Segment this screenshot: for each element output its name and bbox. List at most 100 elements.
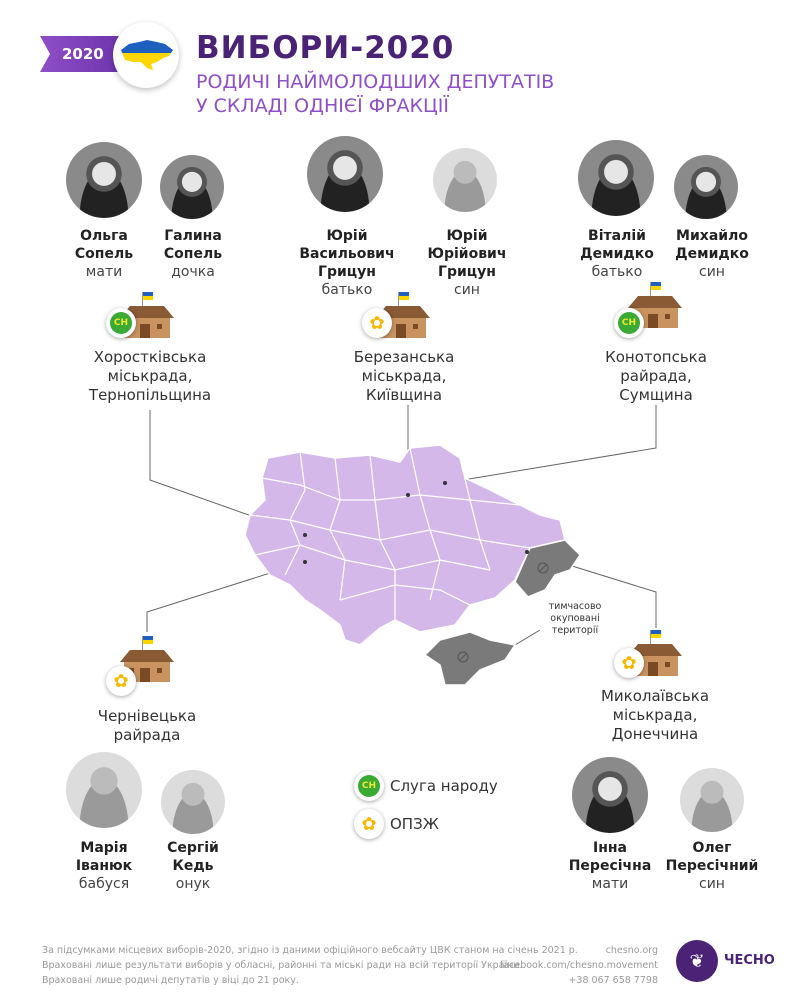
avatar-placeholder xyxy=(66,752,142,828)
council-line: райрада, xyxy=(620,367,692,385)
council-label: Березанська міськрада, Київщина xyxy=(314,348,494,405)
sluha-badge-icon: СН xyxy=(614,308,644,338)
person-name: Юрій xyxy=(446,228,488,244)
subtitle-line-1: РОДИЧІ НАЙМОЛОДШИХ ДЕПУТАТІВ xyxy=(196,71,555,93)
person-card: Марія Іванюк бабуся xyxy=(44,839,164,893)
footer-contacts: chesno.org facebook.com/chesno.movement … xyxy=(500,943,658,988)
avatar xyxy=(307,136,383,212)
council-line: Сумщина xyxy=(619,386,693,404)
person-name: Марія xyxy=(80,840,128,856)
person-name: Пересічна xyxy=(568,858,652,874)
person-role: син xyxy=(699,876,725,892)
person-name: Васильович xyxy=(299,246,395,262)
person-role: батько xyxy=(321,282,373,298)
person-card: Юрій Васильович Грицун батько xyxy=(287,227,407,299)
footer-notes: За підсумками місцевих виборів-2020, згі… xyxy=(42,943,578,988)
location-dots xyxy=(303,481,529,564)
council-line: Хоростківська xyxy=(93,348,207,366)
connector-occupied xyxy=(514,629,541,646)
person-name: Пересічний xyxy=(665,858,759,874)
person-card: Інна Пересічна мати xyxy=(550,839,670,893)
person-name: Грицун xyxy=(318,264,376,280)
person-name: Віталій xyxy=(588,228,646,244)
person-name: Галина xyxy=(164,228,222,244)
connector-chernivtsi xyxy=(146,561,306,632)
council-line: Донеччина xyxy=(611,725,699,743)
council-label: Миколаївська міськрада, Донеччина xyxy=(565,687,745,744)
person-card: Ольга Сопель мати xyxy=(44,227,164,281)
person-role: бабуся xyxy=(78,876,130,892)
person-name: Інна xyxy=(592,840,627,856)
occupied-crimea xyxy=(423,631,517,686)
subtitle-line-2: У СКЛАДІ ОДНІЄЇ ФРАКЦІЇ xyxy=(196,95,450,117)
avatar xyxy=(578,140,654,216)
oblast-borders xyxy=(249,447,531,620)
avatar xyxy=(572,757,648,833)
person-name: Михайло xyxy=(676,228,748,244)
council-label: Чернівецька райрада xyxy=(57,707,237,745)
person-name: Іванюк xyxy=(75,858,133,874)
council-line: міськрада, xyxy=(612,706,698,724)
person-role: син xyxy=(454,282,480,298)
avatar-placeholder xyxy=(161,770,225,834)
person-card: Галина Сопель дочка xyxy=(133,227,253,281)
website-link[interactable]: chesno.org xyxy=(605,945,658,956)
person-role: онук xyxy=(175,876,211,892)
person-name: Демидко xyxy=(580,246,654,262)
occupied-label: тимчасово окуповані території xyxy=(540,601,610,637)
person-name: Кедь xyxy=(172,858,214,874)
council-line: міськрада, xyxy=(107,367,193,385)
footer-note: За підсумками місцевих виборів-2020, згі… xyxy=(42,945,578,956)
council-line: Київщина xyxy=(365,386,443,404)
person-name: Юрій xyxy=(326,228,368,244)
avatar xyxy=(674,155,738,219)
occupied-label-line: території xyxy=(551,625,599,636)
sluha-badge-icon: СН xyxy=(106,308,136,338)
council-line: Миколаївська xyxy=(600,687,710,705)
person-card: Олег Пересічний син xyxy=(652,839,772,893)
person-card: Віталій Демидко батько xyxy=(557,227,677,281)
person-card: Юрій Юрійович Грицун син xyxy=(407,227,527,299)
person-name: Сопель xyxy=(163,246,223,262)
council-line: Конотопська xyxy=(605,348,707,366)
sluha-badge-text: СН xyxy=(358,775,380,797)
council-label: Конотопська райрада, Сумщина xyxy=(566,348,746,405)
person-card: Сергій Кедь онук xyxy=(133,839,253,893)
council-line: Чернівецька xyxy=(97,707,197,725)
avatar-placeholder xyxy=(433,148,497,212)
person-name: Ольга xyxy=(80,228,128,244)
person-role: мати xyxy=(85,264,123,280)
council-line: райрада xyxy=(113,726,181,744)
chesno-logo-text: ЧЕСНО xyxy=(724,953,775,968)
facebook-link[interactable]: facebook.com/chesno.movement xyxy=(499,960,658,971)
person-name: Олег xyxy=(692,840,732,856)
opzzh-badge-icon: ✿ xyxy=(614,648,644,678)
council-line: Тернопільщина xyxy=(88,386,212,404)
council-label: Хоростківська міськрада, Тернопільщина xyxy=(60,348,240,405)
connector-konotop xyxy=(444,405,657,484)
occupied-label-line: тимчасово xyxy=(548,601,602,612)
occupied-label-line: окуповані xyxy=(550,613,600,624)
person-name: Сергій xyxy=(167,840,219,856)
person-name: Сопель xyxy=(74,246,134,262)
legend-opzzh-label: ОПЗЖ xyxy=(390,815,439,833)
avatar xyxy=(66,142,142,218)
opzzh-badge-icon: ✿ xyxy=(106,666,136,696)
sluha-badge-text: СН xyxy=(110,312,132,334)
footer-note: Враховані лише результати виборів у обла… xyxy=(42,960,523,971)
ukraine-flag-map-logo xyxy=(113,22,179,88)
person-name: Юрійович xyxy=(427,246,507,262)
council-line: Березанська xyxy=(353,348,455,366)
page-title: ВИБОРИ-2020 xyxy=(196,30,455,66)
avatar xyxy=(160,155,224,219)
legend-sluha-icon: СН xyxy=(354,771,384,801)
opzzh-badge-icon: ✿ xyxy=(362,308,392,338)
sluha-badge-text: СН xyxy=(618,312,640,334)
person-role: батько xyxy=(591,264,643,280)
council-line: міськрада, xyxy=(361,367,447,385)
no-entry-icons xyxy=(457,562,549,663)
chesno-garlic-logo-icon: ❦ xyxy=(676,940,718,982)
legend-sluha-label: Слуга народу xyxy=(390,777,498,795)
person-card: Михайло Демидко син xyxy=(652,227,772,281)
